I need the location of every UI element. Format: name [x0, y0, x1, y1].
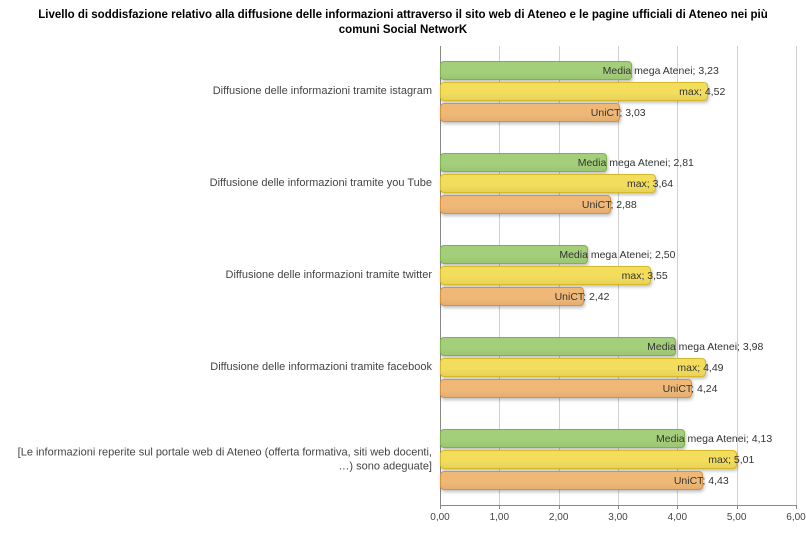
category-label: Diffusione delle informazioni tramite yo… — [12, 177, 432, 191]
bar-unict: UniCT; 2,42 — [440, 287, 584, 306]
bar-max: max; 5,01 — [440, 450, 737, 469]
bar-data-label: UniCT; 2,88 — [582, 199, 637, 211]
bar-data-label: UniCT; 2,42 — [555, 291, 610, 303]
x-tick-label: 1,00 — [490, 512, 509, 523]
bar-data-label: UniCT; 3,03 — [591, 107, 646, 119]
category-label: Diffusione delle informazioni tramite fa… — [12, 361, 432, 375]
bar-group: Media mega Atenei; 2,50 max; 3,55 UniCT; 2… — [440, 245, 796, 306]
category-label: Diffusione delle informazioni tramite tw… — [12, 269, 432, 283]
plot-area: Diffusione delle informazioni tramite is… — [10, 46, 796, 526]
x-tick-label: 5,00 — [727, 512, 746, 523]
bar-unict: UniCT; 4,43 — [440, 471, 703, 490]
bar-group: Media mega Atenei; 4,13 max; 5,01 UniCT; 4… — [440, 429, 796, 490]
x-tick — [796, 505, 797, 509]
bar-media-mega-atenei: Media mega Atenei; 2,50 — [440, 245, 588, 264]
bar-data-label: max; 3,55 — [622, 270, 668, 282]
bar-max: max; 4,52 — [440, 82, 708, 101]
x-tick — [677, 505, 678, 509]
bar-data-label: Media mega Atenei; 3,98 — [647, 341, 763, 353]
bar-max: max; 3,55 — [440, 266, 651, 285]
bar-data-label: Media mega Atenei; 4,13 — [656, 433, 772, 445]
category-label: Diffusione delle informazioni tramite is… — [12, 85, 432, 99]
bar-data-label: max; 4,52 — [679, 86, 725, 98]
x-tick-label: 3,00 — [608, 512, 627, 523]
bar-data-label: Media mega Atenei; 2,81 — [578, 157, 694, 169]
bar-media-mega-atenei: Media mega Atenei; 2,81 — [440, 153, 607, 172]
x-tick — [737, 505, 738, 509]
category-label: [Le informazioni reperite sul portale we… — [12, 446, 432, 474]
bar-group: Media mega Atenei; 2,81 max; 3,64 UniCT; 2… — [440, 153, 796, 214]
bar-max: max; 3,64 — [440, 174, 656, 193]
grid-line — [796, 46, 797, 505]
bar-media-mega-atenei: Media mega Atenei; 3,23 — [440, 61, 632, 80]
chart-container: Livello di soddisfazione relativo alla d… — [0, 0, 806, 548]
chart-title: Livello di soddisfazione relativo alla d… — [10, 4, 796, 46]
bar-media-mega-atenei: Media mega Atenei; 3,98 — [440, 337, 676, 356]
bar-unict: UniCT; 3,03 — [440, 103, 620, 122]
bars-region: 0,001,002,003,004,005,006,00Media mega A… — [440, 46, 796, 506]
bar-max: max; 4,49 — [440, 358, 706, 377]
y-axis-labels: Diffusione delle informazioni tramite is… — [10, 46, 440, 506]
bar-group: Media mega Atenei; 3,98max; 4,49UniCT; 4… — [440, 337, 796, 398]
x-tick — [499, 505, 500, 509]
x-tick-label: 6,00 — [786, 512, 805, 523]
bar-data-label: Media mega Atenei; 2,50 — [559, 249, 675, 261]
bar-group: Media mega Atenei; 3,23 max; 4,52 UniCT; 3… — [440, 61, 796, 122]
bar-unict: UniCT; 4,24 — [440, 379, 692, 398]
bar-data-label: Media mega Atenei; 3,23 — [603, 65, 719, 77]
bar-data-label: UniCT; 4,24 — [663, 383, 718, 395]
x-tick — [618, 505, 619, 509]
bar-data-label: max; 4,49 — [677, 362, 723, 374]
bar-data-label: max; 3,64 — [627, 178, 673, 190]
x-tick-label: 2,00 — [549, 512, 568, 523]
bar-media-mega-atenei: Media mega Atenei; 4,13 — [440, 429, 685, 448]
x-tick — [440, 505, 441, 509]
bar-data-label: UniCT; 4,43 — [674, 475, 729, 487]
x-tick — [559, 505, 560, 509]
x-tick-label: 0,00 — [430, 512, 449, 523]
bar-unict: UniCT; 2,88 — [440, 195, 611, 214]
x-tick-label: 4,00 — [668, 512, 687, 523]
bar-data-label: max; 5,01 — [708, 454, 754, 466]
